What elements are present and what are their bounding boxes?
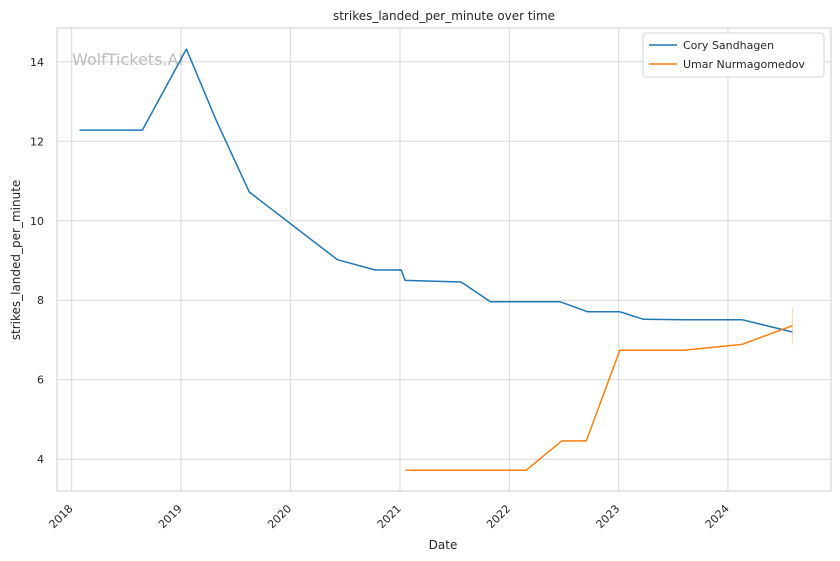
series-layer bbox=[79, 48, 793, 472]
legend-label-2: Umar Nurmagomedov bbox=[683, 58, 805, 71]
legend: Cory Sandhagen Umar Nurmagomedov bbox=[642, 32, 825, 78]
watermark: WolfTickets.AI bbox=[72, 50, 183, 69]
y-axis-ticks: 4 6 8 10 12 14 bbox=[30, 56, 44, 466]
x-tick-label: 2019 bbox=[156, 502, 185, 531]
chart-title: strikes_landed_per_minute over time bbox=[333, 9, 555, 23]
grid bbox=[57, 28, 831, 491]
x-tick-label: 2022 bbox=[484, 502, 513, 531]
x-tick-label: 2023 bbox=[594, 502, 623, 531]
y-tick-label: 4 bbox=[37, 453, 44, 466]
series-line-1 bbox=[79, 48, 793, 333]
y-tick-label: 12 bbox=[30, 135, 44, 148]
y-tick-label: 14 bbox=[30, 56, 44, 69]
legend-box bbox=[642, 32, 825, 78]
x-axis-ticks: 2018 2019 2020 2021 2022 2023 2024 bbox=[47, 502, 732, 531]
x-tick-label: 2024 bbox=[703, 502, 732, 531]
y-tick-label: 10 bbox=[30, 215, 44, 228]
legend-label-1: Cory Sandhagen bbox=[683, 39, 774, 52]
plot-frame bbox=[56, 27, 832, 492]
x-tick-label: 2021 bbox=[375, 502, 404, 531]
series-line-2 bbox=[405, 324, 793, 472]
x-tick-label: 2020 bbox=[265, 502, 294, 531]
y-tick-label: 8 bbox=[37, 294, 44, 307]
y-axis-label: strikes_landed_per_minute bbox=[9, 180, 23, 341]
x-tick-label: 2018 bbox=[47, 502, 76, 531]
x-axis-label: Date bbox=[429, 538, 458, 552]
y-tick-label: 6 bbox=[37, 374, 44, 387]
